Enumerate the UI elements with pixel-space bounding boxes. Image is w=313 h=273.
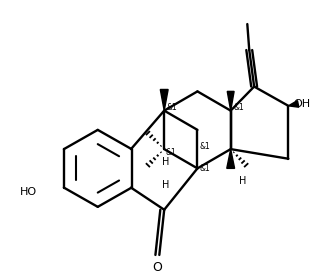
Text: H: H — [162, 180, 170, 190]
Polygon shape — [288, 101, 299, 107]
Text: &1: &1 — [167, 103, 177, 112]
Text: H: H — [162, 157, 170, 167]
Polygon shape — [227, 91, 234, 111]
Text: &1: &1 — [200, 164, 211, 173]
Text: O: O — [152, 261, 162, 273]
Text: &1: &1 — [233, 103, 244, 112]
Text: HO: HO — [19, 188, 37, 197]
Text: &1: &1 — [166, 147, 177, 156]
Text: H: H — [239, 176, 246, 186]
Polygon shape — [160, 90, 168, 111]
Polygon shape — [227, 149, 235, 168]
Text: &1: &1 — [200, 142, 211, 151]
Text: OH: OH — [293, 99, 310, 109]
